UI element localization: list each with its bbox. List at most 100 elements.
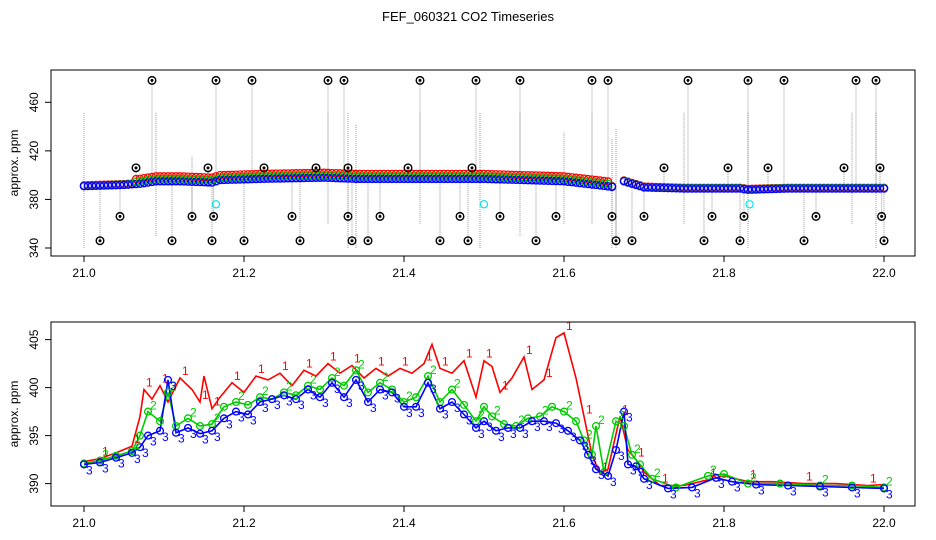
raw-outlier-point [239,236,249,246]
series3-point [647,183,657,192]
series-2-point [303,381,313,390]
series3-point [95,181,105,190]
series3-point [863,184,873,193]
raw-outlier-core [98,239,102,243]
series-2-point [559,407,569,416]
series-3-label: 3 [250,413,257,427]
raw-outlier-core [150,78,154,82]
series3-point [659,183,669,193]
series-1-label: 1 [354,352,361,366]
flagged-point [211,200,221,209]
raw-outlier-point [363,236,373,246]
series3-point [635,181,645,191]
series-3-label: 3 [274,398,281,412]
series-2-point [399,397,409,407]
series-3-label: 3 [162,430,169,444]
series-3-point [687,483,697,492]
raw-outlier-core [298,239,302,243]
raw-outlier-point [247,75,257,85]
series-3-label: 3 [534,420,541,434]
series-1-label: 1 [806,470,813,484]
series-2-label: 2 [406,389,413,403]
series-3-label: 3 [178,432,185,446]
raw-outlier-core [290,214,294,218]
series-3-point [375,385,385,394]
series-2-point [195,421,205,431]
series3-point [123,180,133,189]
top-y-tick-label: 420 [27,141,41,161]
top-y-tick-label: 380 [27,189,41,209]
series-2-point [479,402,489,411]
raw-outlier-point [455,211,465,221]
series3-point [703,184,713,193]
series-1-label: 1 [662,472,669,486]
raw-outlier-point [131,163,141,173]
series-3-point [423,378,433,387]
series-3-point [155,426,165,435]
series3-point [867,184,877,193]
series-3-label: 3 [790,485,797,499]
raw-outlier-point [551,211,561,221]
series3-point [651,183,661,192]
raw-outlier-point [811,211,821,221]
raw-outlier-point [211,75,221,85]
series-2-point [579,436,589,445]
raw-outlier-core [642,214,646,218]
series-3-point [79,460,89,469]
series3-point [607,182,617,192]
series-3-point [255,397,265,407]
raw-outlier-point [295,236,305,246]
series-3-label: 3 [262,401,269,415]
series-3-point [163,375,173,384]
raw-outlier-point [115,211,125,221]
raw-outlier-core [214,78,218,82]
series-3-point [351,375,361,384]
series3-point [735,184,745,193]
raw-outlier-point [343,211,353,221]
series-3-point [183,423,193,432]
series-2-point [535,412,545,421]
series3-point [603,182,613,191]
series-2-label: 2 [634,442,641,456]
raw-outlier-core [250,78,254,82]
raw-outlier-point [871,75,881,85]
top-y-axis-label: approx. ppm [7,130,21,197]
series-3-label: 3 [486,420,493,434]
raw-outlier-core [802,239,806,243]
series-2-point [231,397,241,407]
raw-outlier-core [118,214,122,218]
series-1-label: 1 [622,402,629,416]
series-2-point [387,385,397,394]
series-3-point [279,391,289,400]
series-3-point [95,458,105,467]
raw-outlier-core [662,166,666,170]
series-2-point [291,391,301,400]
raw-outlier-core [262,166,266,170]
series-2-point [487,412,497,421]
series-3-point [623,460,633,469]
series3-point [767,184,777,194]
series-1-label: 1 [870,472,877,486]
series-3-point [143,431,153,440]
series-3-label: 3 [346,396,353,410]
series-2-label: 2 [334,365,341,379]
top-x-tick-label: 21.4 [392,266,416,280]
series-3-label: 3 [150,435,157,449]
series3-point [871,184,881,193]
raw-outlier-core [614,239,618,243]
series-3-label: 3 [590,454,597,468]
series-1-label: 1 [526,343,533,357]
raw-outlier-point [323,75,333,85]
raw-outlier-point [515,75,525,85]
series3-point [791,184,801,193]
series-1-label: 1 [602,460,609,474]
top-x-tick-label: 21.2 [232,266,256,280]
series-3-point [231,407,241,416]
series3-point [639,182,649,192]
series-2-line [83,368,885,489]
series-2-label: 2 [478,408,485,422]
top-x-axis: 21.0 21.2 21.4 21.6 21.8 22.0 [72,256,896,280]
series-2-label: 2 [822,473,829,487]
series-3-label: 3 [626,411,633,425]
